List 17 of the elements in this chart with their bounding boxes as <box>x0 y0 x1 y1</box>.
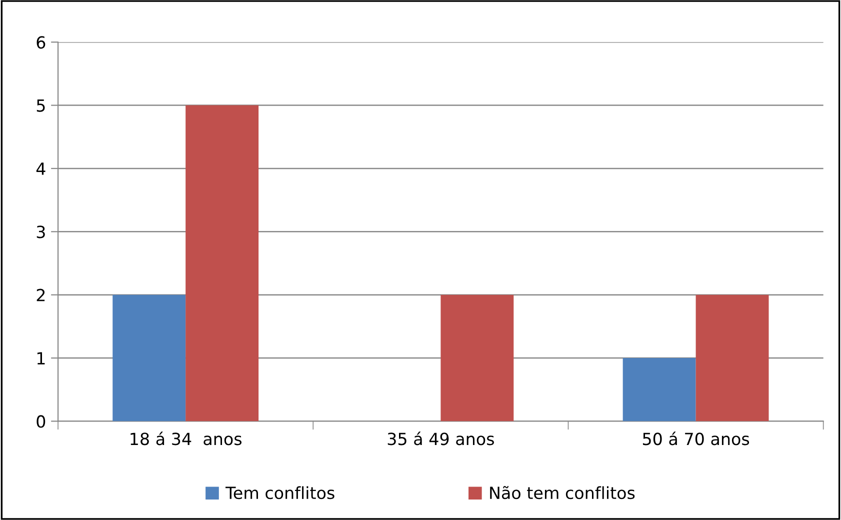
y-tick-label: 4 <box>36 162 46 175</box>
legend-label: Não tem conflitos <box>490 486 635 500</box>
y-tick-label: 1 <box>37 352 45 364</box>
y-tick-label: 2 <box>36 288 45 302</box>
legend-label: Tem conflitos <box>226 486 334 500</box>
bar <box>696 294 769 422</box>
y-tick-label: 5 <box>36 99 45 112</box>
x-tick-label: 35 á 49 anos <box>388 432 494 446</box>
bar <box>186 105 259 422</box>
y-tick-label: 6 <box>36 36 46 49</box>
bar <box>622 358 696 422</box>
bar <box>112 294 186 422</box>
bar <box>440 294 514 422</box>
x-tick-label: 18 á 34 anos <box>130 432 242 446</box>
y-tick-label: 0 <box>36 415 46 428</box>
x-tick-label: 50 á 70 anos <box>642 432 750 446</box>
y-tick-label: 3 <box>36 226 45 238</box>
